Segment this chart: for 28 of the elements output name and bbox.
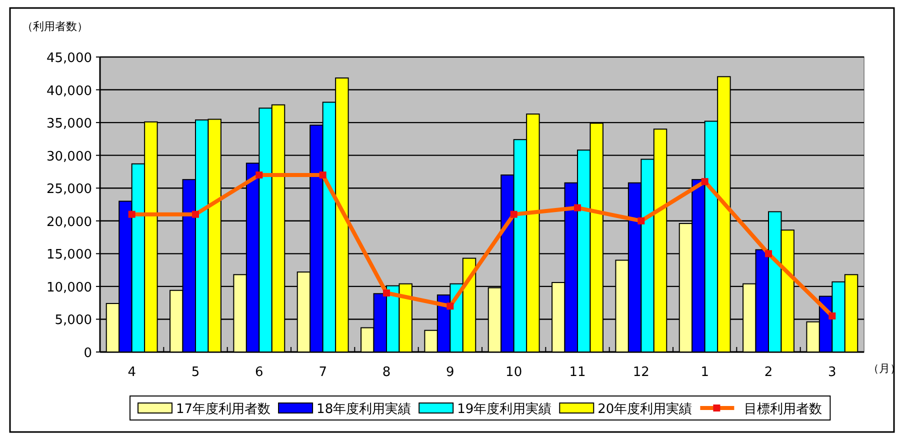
x-tick-label: 11 [569,365,586,380]
x-tick-label: 12 [632,365,650,380]
legend-label: 20年度利用実績 [598,401,692,417]
y-tick-label: 45,000 [46,51,92,66]
legend-label: 目標利用者数 [744,402,822,417]
x-tick-label: 5 [191,365,200,380]
y-tick-label: 40,000 [46,84,92,99]
y-tick-label: 5,000 [54,313,92,328]
y-axis-title: （利用者数） [22,20,88,33]
x-tick-label: 9 [446,365,454,380]
legend-label: 19年度利用実績 [457,401,552,417]
x-tick-label: 2 [764,365,773,380]
legend-label: 18年度利用実績 [316,401,412,417]
y-tick-label: 10,000 [46,280,92,296]
y-tick-label: 30,000 [46,149,92,164]
x-tick-label: 8 [382,365,391,380]
x-tick-label: 1 [700,365,709,380]
x-tick-label: 7 [318,365,327,380]
x-tick-label: 6 [255,365,264,380]
x-tick-label: 4 [128,365,136,380]
x-tick-label: 3 [828,365,836,380]
y-tick-label: 15,000 [46,248,92,263]
y-tick-label: 20,000 [46,214,92,230]
y-tick-label: 0 [84,346,92,361]
y-tick-label: 35,000 [46,116,92,132]
legend-label: 17年度利用者数 [176,401,271,417]
x-tick-label: 10 [506,365,522,380]
y-tick-label: 25,000 [46,182,92,198]
